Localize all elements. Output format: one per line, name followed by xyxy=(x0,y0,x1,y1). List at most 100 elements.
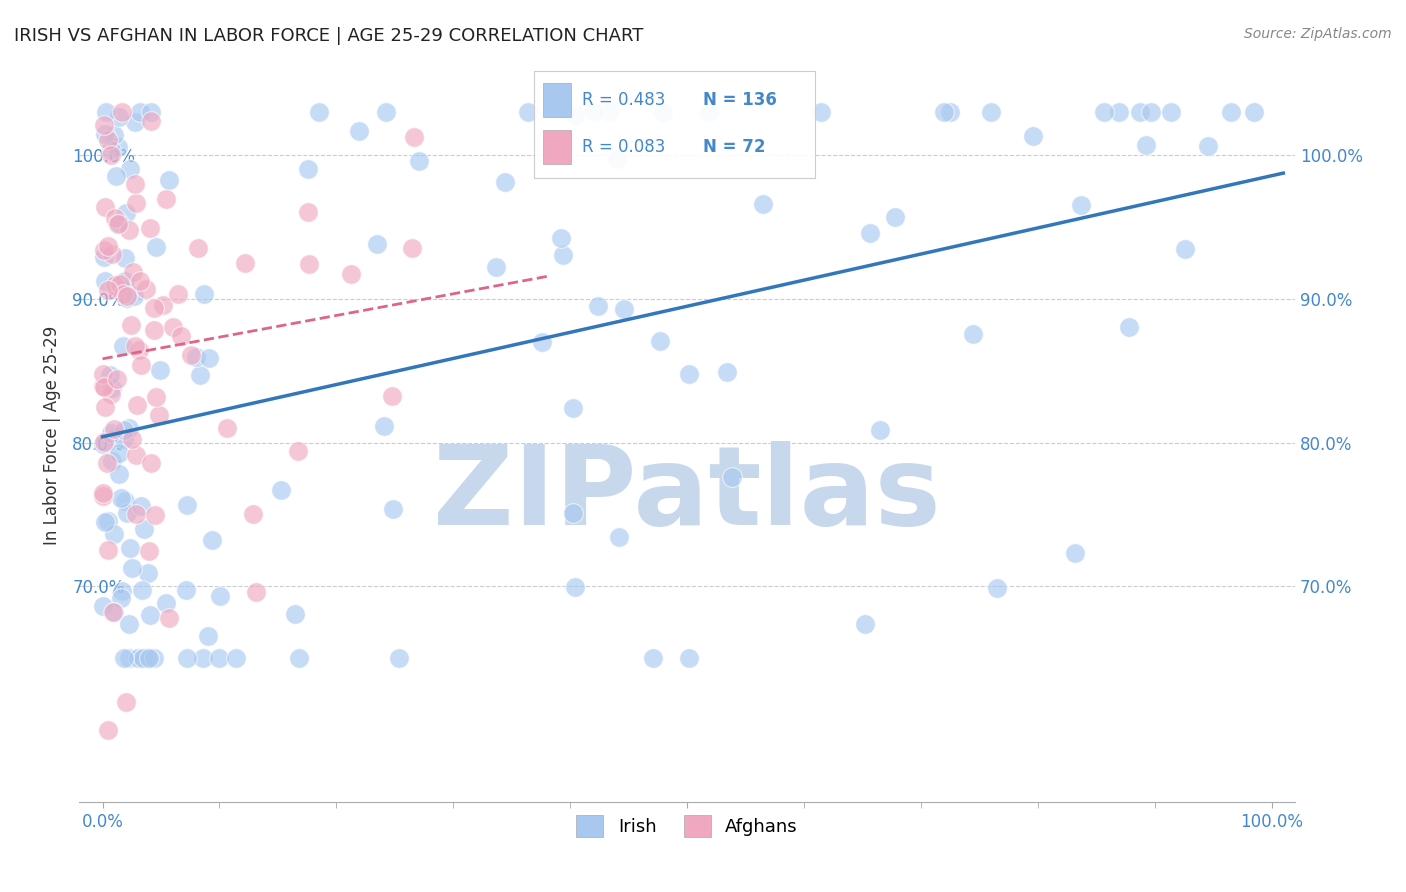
Point xyxy=(111,276,134,290)
Point xyxy=(124,178,146,192)
Point xyxy=(125,195,148,210)
Point xyxy=(118,541,141,555)
Point xyxy=(932,104,955,119)
Point xyxy=(107,110,129,124)
Point xyxy=(94,274,117,288)
Point xyxy=(94,400,117,414)
Point xyxy=(494,174,516,188)
Point xyxy=(124,339,146,353)
Point xyxy=(550,231,572,245)
Point xyxy=(108,277,131,291)
Point xyxy=(110,591,132,605)
Point xyxy=(810,104,832,119)
Point xyxy=(136,651,159,665)
Point xyxy=(174,582,197,597)
Point xyxy=(180,348,202,362)
Point xyxy=(157,611,180,625)
Point xyxy=(135,282,157,296)
Point xyxy=(122,265,145,279)
Point xyxy=(155,192,177,206)
Point xyxy=(129,104,152,119)
Point xyxy=(114,274,136,288)
Point xyxy=(139,456,162,470)
Legend: Irish, Afghans: Irish, Afghans xyxy=(569,808,806,845)
Point xyxy=(93,437,115,451)
Point xyxy=(208,651,231,665)
Point xyxy=(366,236,388,251)
Point xyxy=(678,368,700,382)
Point xyxy=(186,351,208,365)
Point xyxy=(586,299,609,313)
Point xyxy=(93,435,115,450)
Point xyxy=(170,329,193,343)
Point xyxy=(142,323,165,337)
Point xyxy=(93,200,115,214)
Point xyxy=(1063,546,1085,560)
Point xyxy=(562,506,585,520)
Point xyxy=(751,196,773,211)
Point xyxy=(91,489,114,503)
Point xyxy=(120,318,142,333)
Point xyxy=(117,616,139,631)
Point xyxy=(387,651,409,665)
Text: Source: ZipAtlas.com: Source: ZipAtlas.com xyxy=(1244,27,1392,41)
Point xyxy=(517,104,540,119)
Point xyxy=(103,422,125,436)
Point xyxy=(125,448,148,462)
Point xyxy=(564,108,586,122)
FancyBboxPatch shape xyxy=(543,130,571,164)
Point xyxy=(613,302,636,317)
Point xyxy=(121,561,143,575)
Point xyxy=(962,326,984,341)
Point xyxy=(100,425,122,440)
Point xyxy=(110,491,132,505)
Point xyxy=(606,153,628,167)
Point xyxy=(131,582,153,597)
Point xyxy=(97,542,120,557)
Point xyxy=(97,514,120,528)
Point xyxy=(201,533,224,548)
Point xyxy=(884,211,907,225)
Point xyxy=(114,251,136,265)
Point xyxy=(373,418,395,433)
Point xyxy=(97,283,120,297)
Point xyxy=(97,133,120,147)
Point xyxy=(641,651,664,665)
Point xyxy=(166,286,188,301)
Point xyxy=(112,432,135,446)
Text: R = 0.083: R = 0.083 xyxy=(582,138,665,156)
Point xyxy=(148,409,170,423)
Point xyxy=(100,247,122,261)
Point xyxy=(129,275,152,289)
Point xyxy=(484,260,506,274)
Point xyxy=(91,367,114,381)
Point xyxy=(115,289,138,303)
Point xyxy=(1021,128,1043,143)
Point xyxy=(139,607,162,622)
Point xyxy=(96,239,118,253)
Point xyxy=(297,257,319,271)
Point xyxy=(142,301,165,315)
Point xyxy=(297,205,319,219)
Point xyxy=(188,368,211,382)
Point xyxy=(1197,138,1219,153)
Point xyxy=(193,286,215,301)
Point xyxy=(111,339,134,353)
Point xyxy=(110,104,132,119)
Point xyxy=(564,580,586,594)
Point xyxy=(127,399,149,413)
Point xyxy=(104,277,127,292)
Point xyxy=(138,651,160,665)
Point xyxy=(191,651,214,665)
Point xyxy=(93,485,115,500)
Point xyxy=(853,616,876,631)
Point xyxy=(1135,137,1157,152)
Point xyxy=(1092,104,1115,119)
Point xyxy=(112,287,135,301)
Point xyxy=(107,217,129,231)
Point xyxy=(1243,104,1265,119)
Point xyxy=(100,387,122,401)
Point xyxy=(124,115,146,129)
Point xyxy=(149,363,172,377)
Point xyxy=(401,241,423,255)
